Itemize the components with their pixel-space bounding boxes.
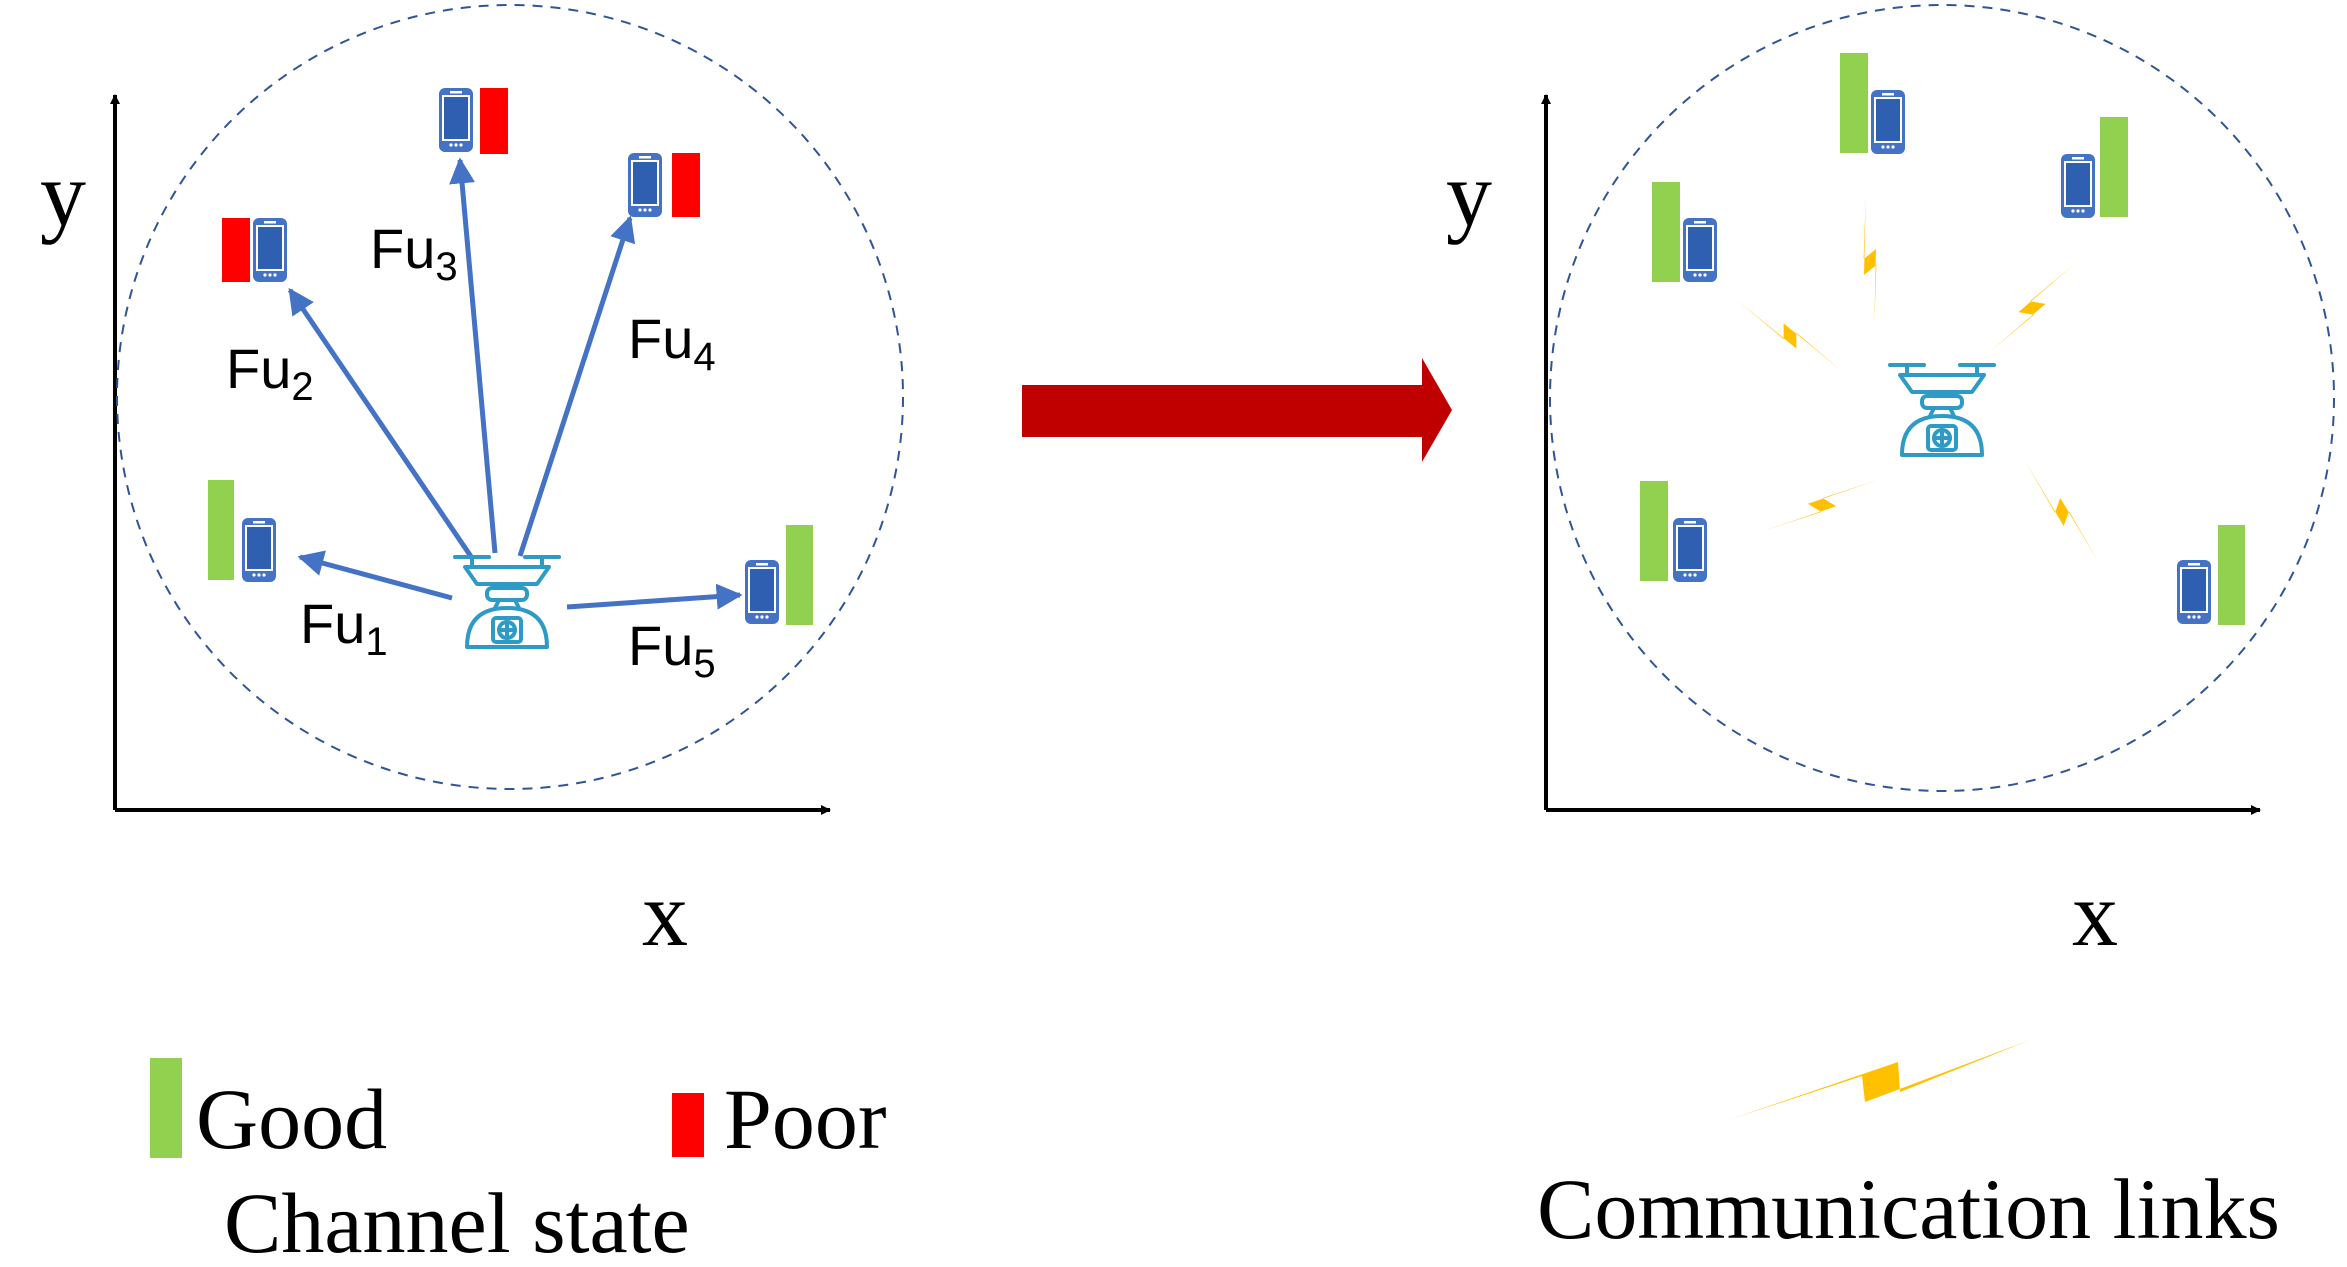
right-coverage-circle bbox=[1549, 4, 2335, 792]
uav-drone-icon bbox=[1888, 363, 1996, 457]
fu2-label: Fu2 bbox=[226, 337, 314, 409]
right-x-axis-label: x bbox=[2072, 863, 2118, 965]
legend-poor-swatch bbox=[672, 1093, 704, 1157]
channel-bar-good bbox=[2100, 117, 2128, 217]
right-user-5 bbox=[2176, 525, 2245, 625]
fu5-label: Fu5 bbox=[628, 614, 716, 686]
channel-state-caption: Channel state bbox=[224, 1175, 690, 1267]
communication-link-bolt bbox=[1725, 299, 1855, 373]
phone-icon bbox=[438, 87, 474, 153]
legend-link-bolt-icon bbox=[1728, 1040, 2030, 1120]
legend-poor-label: Poor bbox=[724, 1071, 886, 1167]
phone-icon bbox=[2176, 559, 2212, 625]
channel-bar-good bbox=[1840, 53, 1868, 153]
right-user-1 bbox=[1652, 182, 1718, 283]
channel-bar-poor bbox=[672, 153, 700, 217]
left-panel: y x Fu1 Fu2 Fu3 bbox=[40, 4, 904, 965]
channel-bar-good bbox=[1652, 182, 1680, 282]
fu1-label: Fu1 bbox=[300, 592, 388, 664]
channel-bar-good bbox=[2218, 525, 2245, 625]
right-user-3 bbox=[2060, 117, 2128, 219]
communication-links-caption: Communication links bbox=[1537, 1161, 2280, 1257]
phone-icon bbox=[252, 217, 288, 283]
phone-icon bbox=[241, 517, 277, 583]
communication-link-bolt bbox=[1831, 197, 1909, 327]
communication-link-bolt bbox=[1986, 244, 2078, 372]
communication-link-bolt bbox=[1762, 451, 1882, 559]
phone-icon bbox=[627, 152, 663, 218]
left-coverage-circle bbox=[116, 4, 904, 790]
channel-bar-good bbox=[786, 525, 813, 625]
link-arrow-fu5 bbox=[566, 583, 743, 610]
user-fu3 bbox=[438, 87, 508, 154]
right-user-4 bbox=[1640, 481, 1708, 583]
link-arrow-fu1 bbox=[297, 550, 453, 601]
user-fu5 bbox=[744, 525, 813, 625]
transition-arrow bbox=[1022, 358, 1452, 462]
user-fu4 bbox=[627, 152, 700, 218]
channel-bar-good bbox=[208, 480, 234, 580]
legend-good-swatch bbox=[150, 1058, 182, 1158]
fu3-label: Fu3 bbox=[370, 217, 458, 289]
user-fu2 bbox=[222, 217, 288, 283]
legend: Good Poor Channel state Communication li… bbox=[150, 1040, 2280, 1267]
fu4-label: Fu4 bbox=[628, 307, 716, 379]
left-y-axis-label: y bbox=[40, 143, 86, 245]
right-panel: y x bbox=[1446, 4, 2335, 965]
link-arrow-fu2 bbox=[287, 287, 475, 560]
phone-icon bbox=[744, 559, 780, 625]
right-y-axis-label: y bbox=[1446, 143, 1492, 245]
uav-drone-icon bbox=[453, 555, 561, 649]
channel-bar-good bbox=[1640, 481, 1668, 581]
phone-icon bbox=[1870, 89, 1906, 155]
right-user-2 bbox=[1840, 53, 1906, 155]
communication-link-bolt bbox=[2002, 459, 2122, 565]
left-x-axis-label: x bbox=[642, 863, 688, 965]
phone-icon bbox=[1672, 517, 1708, 583]
link-arrow-fu3 bbox=[449, 157, 498, 554]
phone-icon bbox=[1682, 217, 1718, 283]
channel-bar-poor bbox=[480, 88, 508, 154]
user-fu1 bbox=[208, 480, 277, 583]
legend-good-label: Good bbox=[196, 1071, 387, 1167]
link-arrow-fu4 bbox=[517, 215, 636, 557]
phone-icon bbox=[2060, 153, 2096, 219]
channel-bar-poor bbox=[222, 218, 250, 282]
